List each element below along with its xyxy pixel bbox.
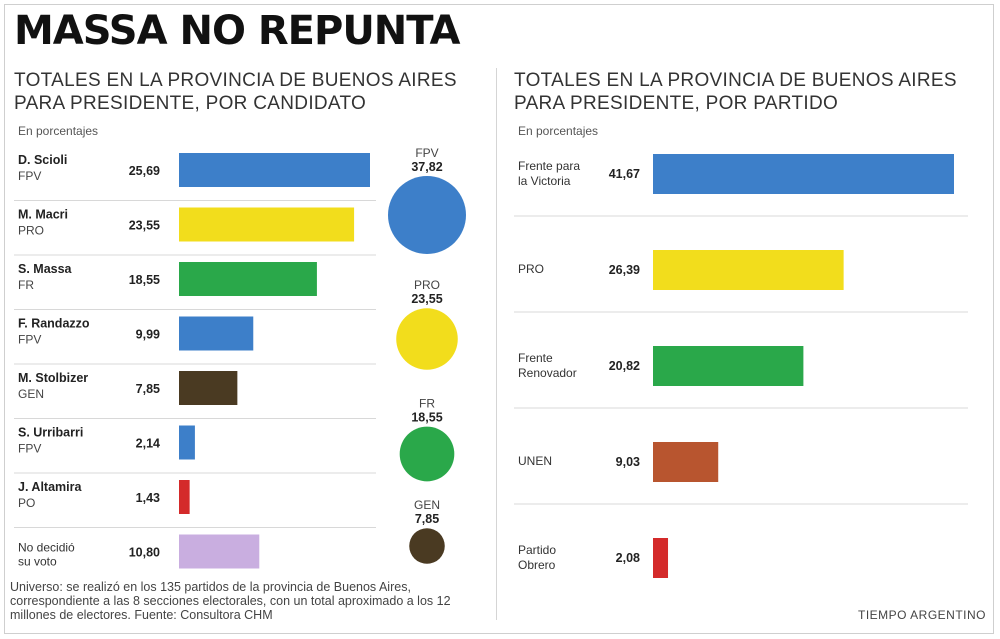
- candidate-name: M. Macri: [18, 208, 68, 222]
- bar: [653, 346, 804, 386]
- candidate-name: F. Randazzo: [18, 317, 90, 331]
- bubble: [396, 308, 458, 370]
- right-subtitle-line2: PARA PRESIDENTE, POR PARTIDO: [514, 93, 839, 114]
- right-unit-label: En porcentajes: [518, 124, 599, 138]
- candidate-name: M. Stolbizer: [18, 371, 88, 385]
- value-label: 25,69: [129, 164, 160, 178]
- value-label: 2,08: [616, 551, 640, 565]
- bar: [179, 207, 355, 242]
- candidate-party: PRO: [18, 224, 44, 238]
- bar: [179, 480, 190, 514]
- candidate-party: FR: [18, 278, 34, 292]
- party-label: PRO: [518, 262, 544, 276]
- candidate-label: No decidió: [18, 541, 75, 555]
- bubble-party-label: GEN: [414, 498, 440, 512]
- party-label: UNEN: [518, 454, 552, 468]
- value-label: 20,82: [609, 359, 640, 373]
- party-label: la Victoria: [518, 174, 571, 188]
- bar: [179, 425, 195, 460]
- credit-label: TIEMPO ARGENTINO: [857, 608, 986, 622]
- panel-divider: [496, 68, 497, 620]
- bar: [653, 154, 954, 194]
- bubble-party-label: FR: [419, 397, 435, 411]
- main-title: MASSA NO REPUNTA: [14, 8, 460, 54]
- party-label: Frente para: [518, 159, 580, 173]
- bar: [179, 316, 254, 351]
- bar: [179, 262, 317, 296]
- candidate-party: FPV: [18, 333, 41, 347]
- candidate-name: S. Massa: [18, 262, 73, 276]
- bar: [653, 538, 669, 578]
- value-label: 41,67: [609, 167, 640, 181]
- bubble-value-label: 23,55: [411, 292, 442, 306]
- bubble: [388, 176, 466, 254]
- candidate-label: su voto: [18, 555, 57, 569]
- value-label: 23,55: [129, 219, 160, 233]
- value-label: 9,99: [136, 328, 160, 342]
- party-label: Renovador: [518, 366, 577, 380]
- bar: [179, 153, 370, 187]
- right-subtitle-line1: TOTALES EN LA PROVINCIA DE BUENOS AIRES: [514, 70, 957, 91]
- candidate-name: J. Altamira: [18, 480, 83, 494]
- party-label: Frente: [518, 351, 553, 365]
- candidate-party: GEN: [18, 387, 44, 401]
- candidate-party: FPV: [18, 442, 41, 456]
- bubble: [399, 426, 455, 482]
- bar: [653, 442, 719, 482]
- party-label: Obrero: [518, 558, 556, 572]
- left-subtitle-line2: PARA PRESIDENTE, POR CANDIDATO: [14, 93, 367, 114]
- candidate-party: FPV: [18, 169, 41, 183]
- source-note: Universo: se realizó en los 135 partidos…: [10, 580, 451, 622]
- value-label: 10,80: [129, 546, 160, 560]
- value-label: 1,43: [136, 491, 160, 505]
- left-subtitle: TOTALES EN LA PROVINCIA DE BUENOS AIRES …: [14, 69, 457, 115]
- left-unit-label: En porcentajes: [18, 124, 99, 138]
- candidate-party: PO: [18, 496, 35, 510]
- bubble-party-label: PRO: [414, 278, 440, 292]
- bubble: [409, 528, 445, 564]
- bubble-party-label: FPV: [415, 146, 438, 160]
- value-label: 9,03: [616, 455, 640, 469]
- value-label: 18,55: [129, 273, 160, 287]
- bubble-value-label: 7,85: [415, 512, 439, 526]
- bubble-value-label: 18,55: [411, 411, 442, 425]
- candidate-name: S. Urribarri: [18, 426, 83, 440]
- right-subtitle: TOTALES EN LA PROVINCIA DE BUENOS AIRES …: [514, 69, 957, 115]
- party-label: Partido: [518, 543, 556, 557]
- bar: [179, 371, 238, 405]
- bubble-value-label: 37,82: [411, 160, 442, 174]
- value-label: 7,85: [136, 382, 160, 396]
- candidate-name: D. Scioli: [18, 153, 67, 167]
- value-label: 2,14: [136, 437, 160, 451]
- graphic-frame: [4, 4, 994, 634]
- bar: [653, 250, 844, 290]
- value-label: 26,39: [609, 263, 640, 277]
- bar: [179, 534, 260, 569]
- left-subtitle-line1: TOTALES EN LA PROVINCIA DE BUENOS AIRES: [14, 70, 457, 91]
